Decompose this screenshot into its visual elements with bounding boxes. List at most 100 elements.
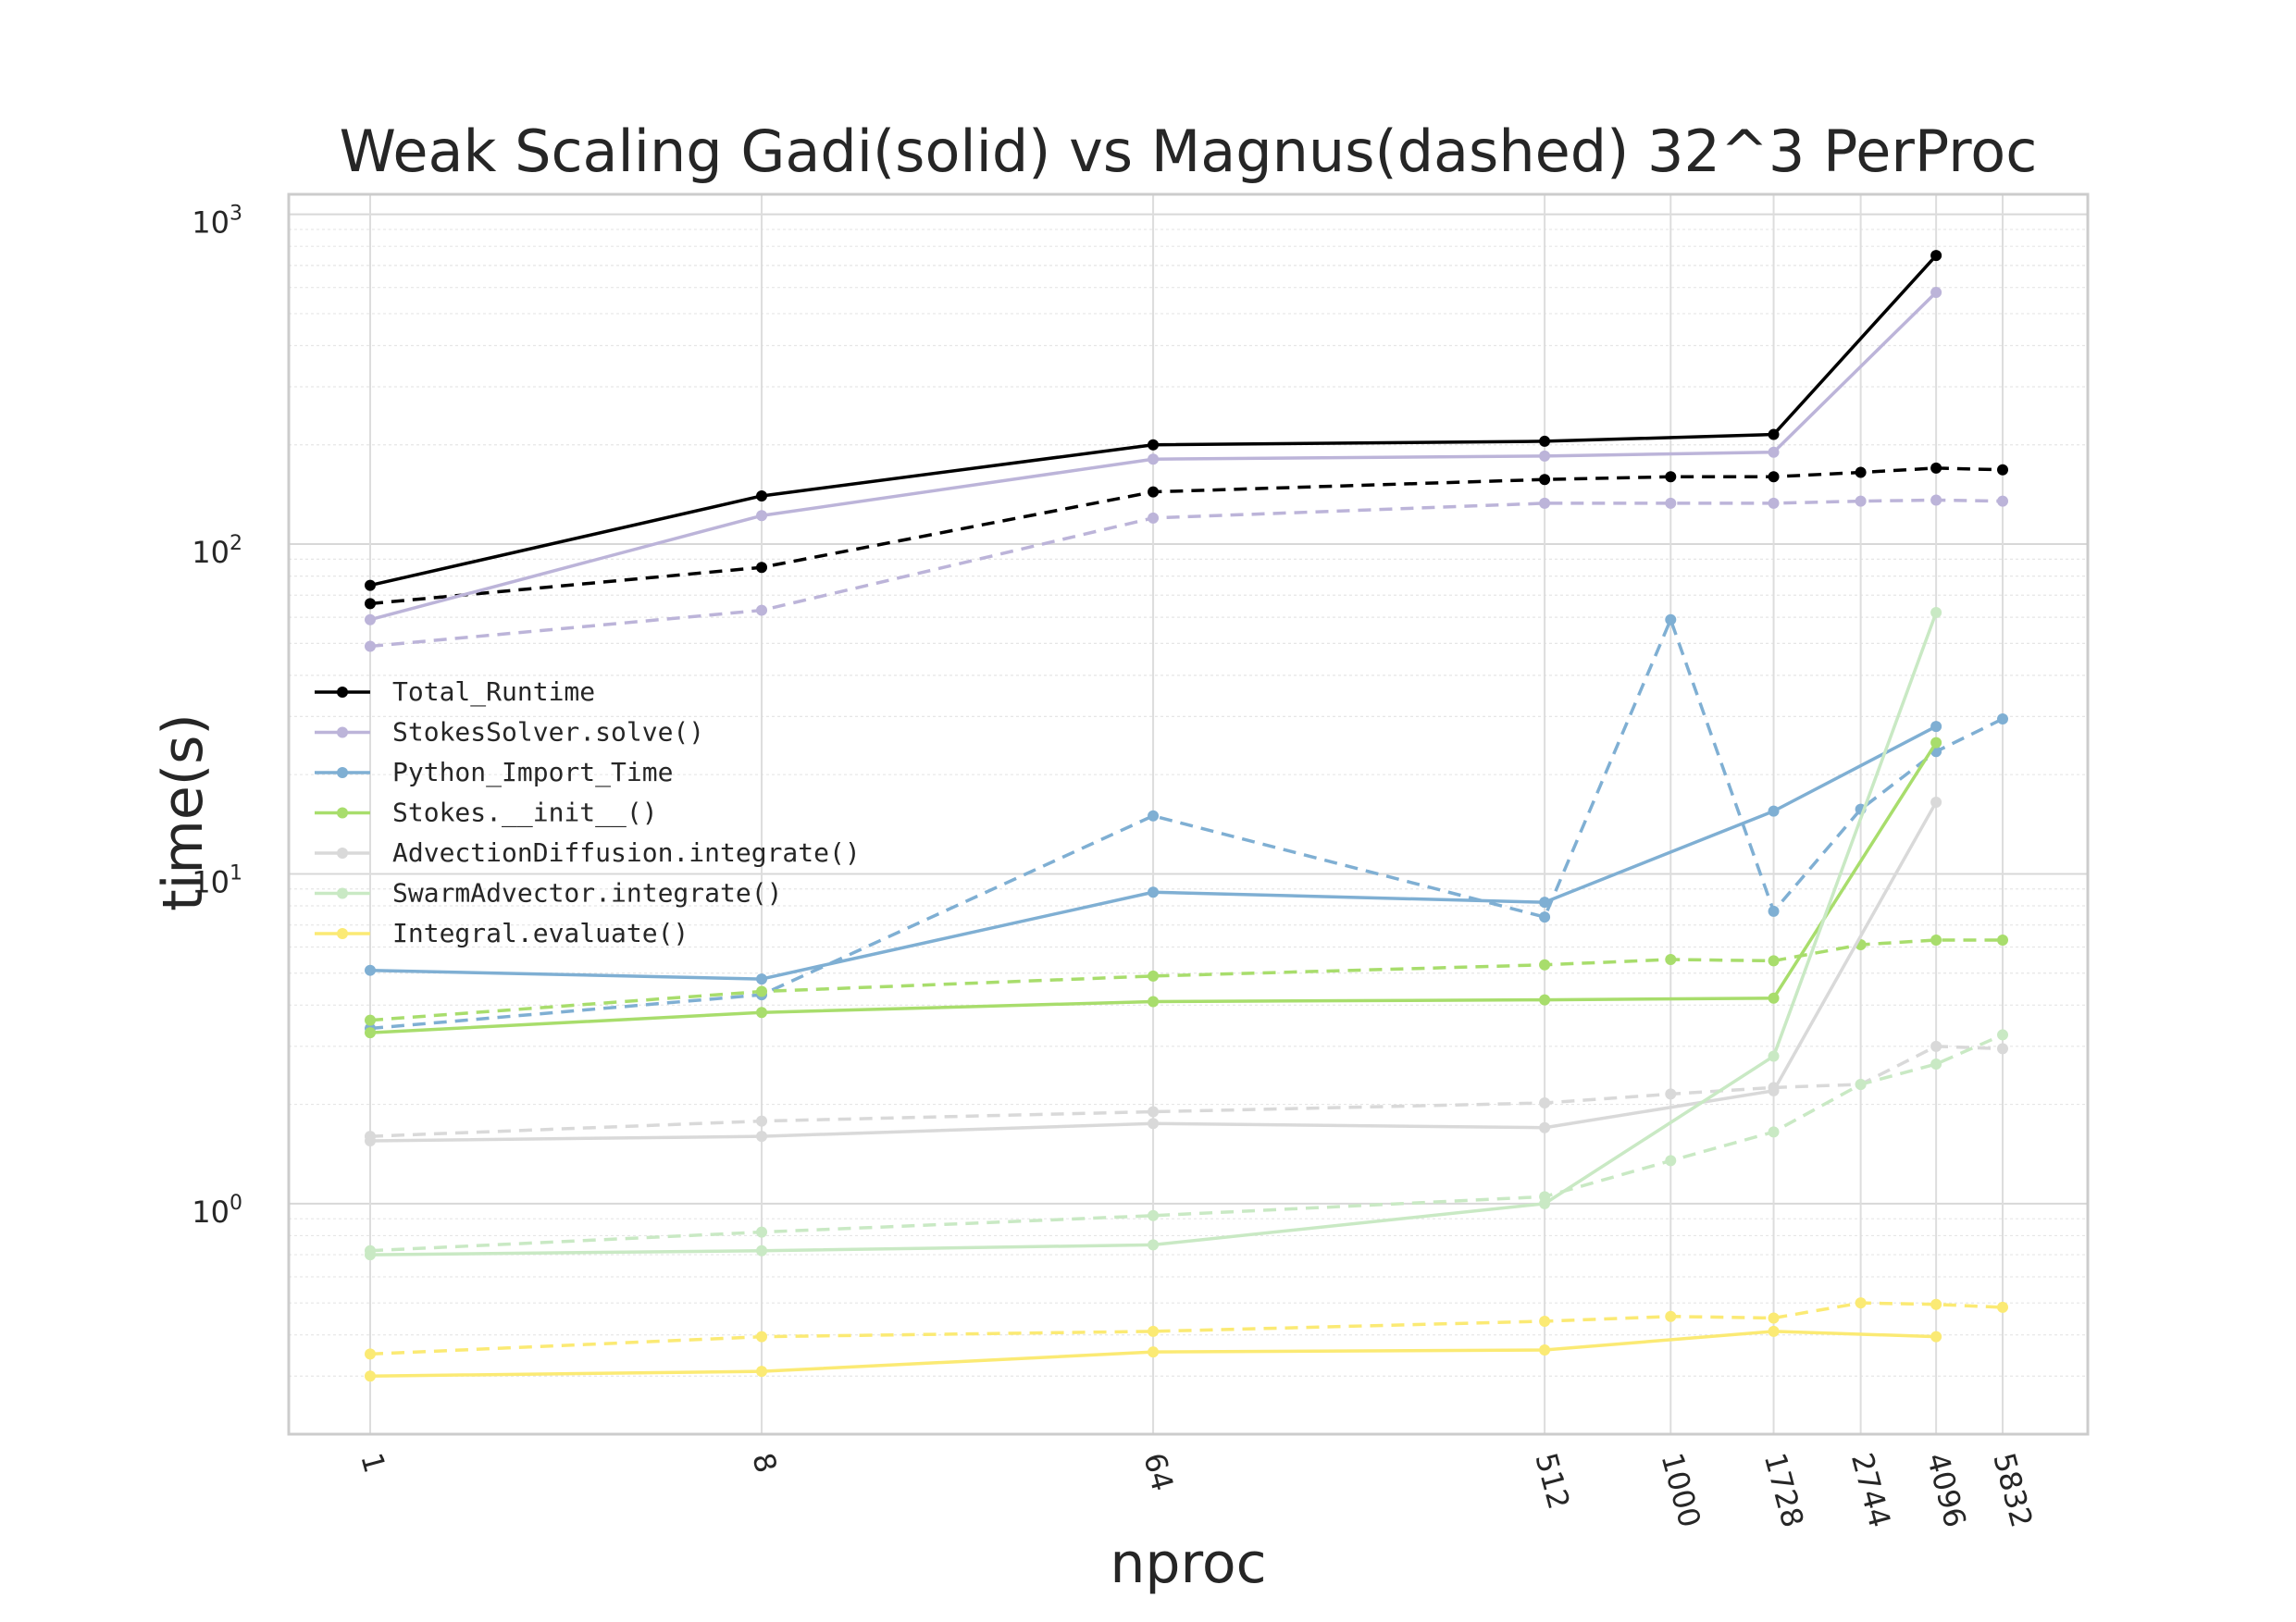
legend-entry: AdvectionDiffusion.integrate() xyxy=(315,837,861,868)
series-dashed-10 xyxy=(365,934,2008,1026)
data-point xyxy=(365,613,376,625)
data-point xyxy=(1539,897,1551,909)
y-tick-label: 103 xyxy=(192,203,242,241)
data-point xyxy=(365,579,376,591)
data-point xyxy=(1539,1315,1551,1327)
legend-swatch-marker xyxy=(337,928,348,939)
data-point xyxy=(1997,1043,2008,1055)
data-point xyxy=(1148,439,1160,451)
data-point xyxy=(365,598,376,610)
data-point xyxy=(1665,1088,1677,1100)
data-point xyxy=(1148,1239,1160,1251)
data-point xyxy=(1148,1118,1160,1130)
legend-swatch-marker xyxy=(337,687,348,698)
series-solid-6 xyxy=(365,1325,1942,1382)
y-tick-label: 100 xyxy=(192,1192,242,1230)
x-axis-label: nproc xyxy=(1110,1531,1266,1596)
data-point xyxy=(1997,1029,2008,1041)
data-point xyxy=(1997,495,2008,507)
series-line xyxy=(369,612,1938,1257)
data-point xyxy=(1930,737,1942,749)
grid-lines xyxy=(289,194,2088,1435)
legend-swatch-marker xyxy=(337,807,348,819)
data-point xyxy=(756,489,768,501)
data-point xyxy=(1997,464,2008,476)
series-solid-0 xyxy=(365,250,1942,591)
legend-swatch-marker xyxy=(337,726,348,738)
data-point xyxy=(1768,1050,1780,1062)
data-point xyxy=(1768,1325,1780,1337)
series-lines xyxy=(365,250,2008,1382)
legend-swatch-marker xyxy=(337,887,348,899)
data-point xyxy=(1930,286,1942,298)
series-line xyxy=(369,254,1938,588)
data-point xyxy=(1997,713,2008,725)
series-dashed-9 xyxy=(365,613,2008,1034)
data-point xyxy=(1148,1106,1160,1118)
data-point xyxy=(365,1027,376,1039)
data-point xyxy=(1855,466,1867,478)
series-solid-3 xyxy=(365,737,1942,1039)
data-point xyxy=(365,1370,376,1382)
data-point xyxy=(1665,613,1677,625)
data-point xyxy=(1148,1346,1160,1358)
data-point xyxy=(365,640,376,652)
data-point xyxy=(756,1244,768,1257)
data-point xyxy=(1930,1059,1942,1071)
data-point xyxy=(756,1366,768,1378)
legend-swatch-marker xyxy=(337,848,348,859)
data-point xyxy=(756,1131,768,1143)
data-point xyxy=(1855,1078,1867,1090)
data-point xyxy=(756,985,768,997)
y-axis-label: time(s) xyxy=(151,713,216,911)
data-point xyxy=(1768,1312,1780,1324)
data-point xyxy=(365,964,376,976)
chart-title: Weak Scaling Gadi(solid) vs Magnus(dashe… xyxy=(340,118,2038,185)
series-dashed-13 xyxy=(365,1297,2008,1360)
data-point xyxy=(1930,1298,1942,1310)
data-point xyxy=(756,604,768,616)
data-point xyxy=(1148,970,1160,982)
data-point xyxy=(1997,934,2008,946)
series-line xyxy=(369,291,1938,622)
data-point xyxy=(1768,446,1780,458)
data-point xyxy=(1768,1126,1780,1138)
data-point xyxy=(1539,959,1551,971)
data-point xyxy=(1665,1310,1677,1322)
data-point xyxy=(1148,996,1160,1008)
y-tick-label: 101 xyxy=(192,861,242,899)
legend-entry: SwarmAdvector.integrate() xyxy=(315,878,782,909)
data-point xyxy=(1768,805,1780,817)
data-point xyxy=(1539,1121,1551,1133)
data-point xyxy=(1539,1344,1551,1356)
data-point xyxy=(1930,1040,1942,1052)
data-point xyxy=(1665,1155,1677,1167)
legend-entry: Total_Runtime xyxy=(315,676,595,708)
series-line xyxy=(369,724,1937,981)
data-point xyxy=(1855,495,1867,507)
series-dashed-7 xyxy=(365,462,2008,610)
data-point xyxy=(1148,810,1160,822)
y-tick-label: 102 xyxy=(192,532,242,570)
data-point xyxy=(1148,453,1160,465)
data-point xyxy=(1148,886,1160,898)
legend-label: Python_Import_Time xyxy=(392,757,673,788)
legend-label: AdvectionDiffusion.integrate() xyxy=(392,837,861,868)
data-point xyxy=(1148,1209,1160,1221)
data-point xyxy=(756,562,768,574)
data-point xyxy=(1930,721,1942,733)
data-point xyxy=(1768,428,1780,440)
data-point xyxy=(1768,955,1780,967)
legend-entry: Integral.evaluate() xyxy=(315,918,689,948)
series-line xyxy=(369,1330,1937,1378)
data-point xyxy=(1930,250,1942,262)
data-point xyxy=(756,510,768,522)
series-line xyxy=(369,617,2004,1031)
data-point xyxy=(1539,435,1551,447)
data-point xyxy=(1930,462,1942,474)
legend-entry: Python_Import_Time xyxy=(315,757,673,788)
data-point xyxy=(1539,474,1551,486)
data-point xyxy=(365,1249,376,1261)
legend-swatch-marker xyxy=(337,767,348,778)
data-point xyxy=(365,1348,376,1360)
